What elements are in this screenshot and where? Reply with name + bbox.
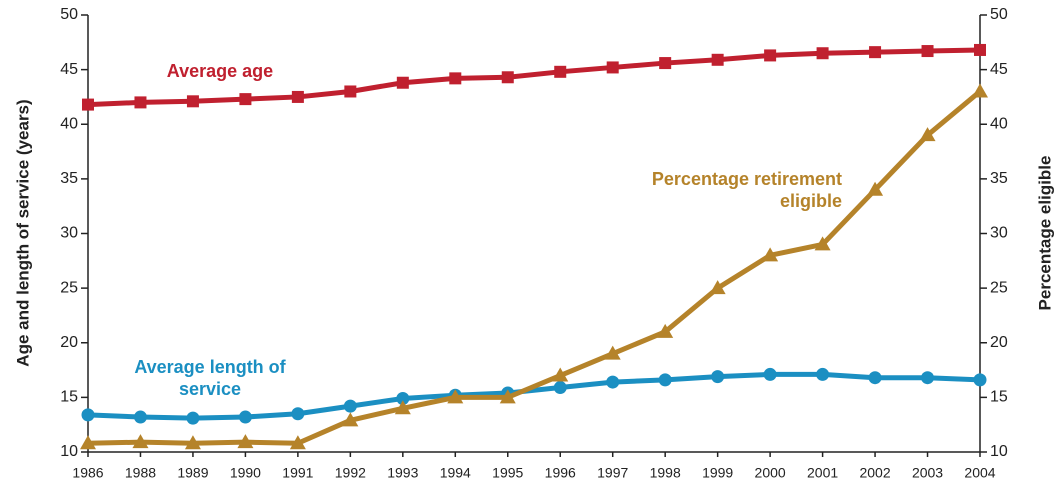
marker (763, 367, 777, 381)
marker (396, 76, 409, 89)
marker (499, 389, 516, 404)
y-tick-label: 35 (60, 170, 78, 187)
x-tick-label: 1995 (492, 465, 523, 481)
x-tick-label: 1988 (125, 465, 156, 481)
marker (81, 408, 95, 422)
series-label: Average age (166, 61, 274, 81)
marker (289, 435, 306, 450)
marker (344, 85, 357, 98)
marker (606, 61, 619, 74)
marker (186, 95, 199, 108)
y-tick-label: 15 (60, 389, 78, 406)
marker (396, 391, 410, 405)
marker (711, 370, 725, 384)
x-tick-label: 1986 (72, 465, 103, 481)
y2-tick-label: 50 (990, 6, 1008, 23)
y-tick-label: 50 (60, 6, 78, 23)
y2-tick-label: 30 (990, 225, 1008, 242)
y2-tick-label: 20 (990, 334, 1008, 351)
marker (552, 367, 569, 382)
marker (291, 90, 304, 103)
series-line (87, 89, 982, 446)
marker (553, 381, 567, 395)
marker (449, 72, 462, 85)
x-tick-label: 1989 (177, 465, 208, 481)
marker (921, 45, 934, 58)
x-tick-label: 2001 (807, 465, 838, 481)
marker (237, 434, 254, 449)
y2-tick-label: 35 (990, 170, 1008, 187)
y-tick-label: 25 (60, 279, 78, 296)
y-tick-label: 45 (60, 61, 78, 78)
x-tick-label: 2000 (755, 465, 786, 481)
marker (501, 71, 514, 84)
y-tick-label: 20 (60, 334, 78, 351)
marker (972, 83, 988, 98)
marker (394, 400, 411, 415)
y2-tick-label: 45 (990, 61, 1008, 78)
y-tick-label: 40 (60, 115, 78, 132)
marker (606, 375, 620, 389)
x-tick-label: 1993 (387, 465, 418, 481)
y-axis-title: Age and length of service (years) (13, 99, 32, 366)
marker (80, 435, 96, 450)
marker (762, 247, 779, 262)
marker (133, 410, 147, 424)
marker (974, 43, 986, 56)
x-tick-label: 2004 (964, 465, 995, 481)
y2-tick-label: 25 (990, 279, 1008, 296)
marker (82, 98, 94, 111)
marker (973, 373, 987, 387)
x-tick-label: 1994 (440, 465, 471, 481)
marker (658, 373, 672, 387)
marker (447, 389, 464, 404)
marker (814, 236, 831, 251)
marker (919, 127, 936, 142)
marker (657, 323, 674, 338)
x-tick-label: 1996 (545, 465, 576, 481)
series-line (87, 47, 981, 108)
marker (342, 412, 359, 427)
marker (869, 46, 882, 59)
marker (554, 65, 567, 78)
series-label: Percentage retirement eligible (651, 169, 842, 211)
marker (134, 96, 147, 109)
marker (186, 411, 200, 425)
marker (604, 345, 621, 360)
marker (711, 53, 724, 66)
x-tick-label: 2002 (859, 465, 890, 481)
marker (867, 181, 884, 196)
x-tick-label: 1991 (282, 465, 313, 481)
x-tick-label: 1998 (650, 465, 681, 481)
series-label: Average length of service (134, 357, 286, 399)
marker (659, 57, 672, 70)
marker (764, 49, 777, 62)
marker (816, 367, 830, 381)
marker (868, 371, 882, 385)
x-tick-label: 1997 (597, 465, 628, 481)
marker (816, 47, 829, 60)
marker (239, 93, 252, 106)
marker (238, 410, 252, 424)
marker (291, 407, 305, 421)
y2-tick-label: 15 (990, 389, 1008, 406)
y2-axis-title: Percentage eligible (1035, 156, 1054, 311)
marker (921, 371, 935, 385)
x-tick-label: 1990 (230, 465, 261, 481)
y2-tick-label: 10 (990, 443, 1008, 460)
y-tick-label: 30 (60, 225, 78, 242)
y-tick-label: 10 (60, 443, 78, 460)
x-tick-label: 1999 (702, 465, 733, 481)
marker (343, 399, 357, 413)
series-line (87, 371, 981, 421)
marker (184, 435, 201, 450)
y2-tick-label: 40 (990, 115, 1008, 132)
x-tick-label: 2003 (912, 465, 943, 481)
marker (709, 280, 726, 295)
x-tick-label: 1992 (335, 465, 366, 481)
marker (132, 434, 149, 449)
